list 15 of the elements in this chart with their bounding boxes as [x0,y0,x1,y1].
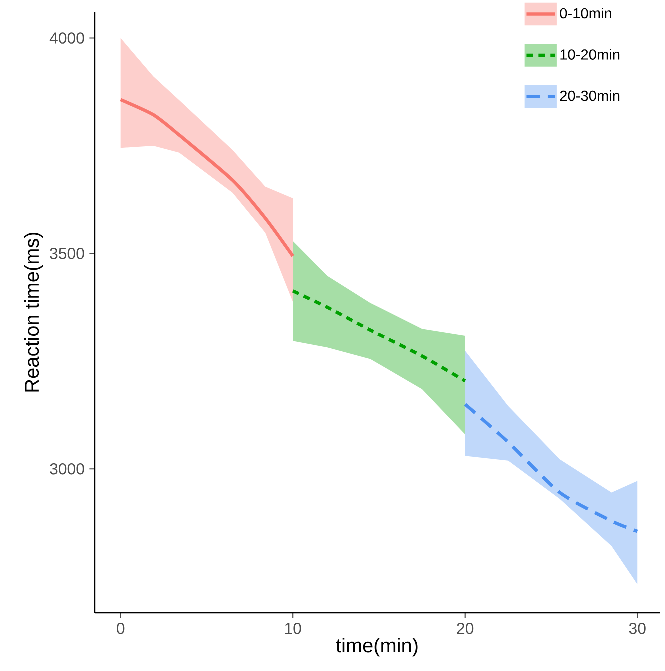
x-tick-label: 20 [457,623,474,634]
y-axis-title: Reaction time(ms) [24,232,44,392]
legend-label: 20-30min [560,90,620,102]
x-tick-label: 10 [285,623,302,634]
legend-label: 0-10min [560,8,612,19]
line-series [119,98,295,258]
x-tick-label: 30 [629,623,646,634]
x-axis-title: time(min) [336,638,418,657]
legend-label: 10-20min [560,49,620,60]
line-series [464,402,640,534]
y-tick-label: 3500 [50,248,84,260]
x-tick-label: 0 [117,623,125,634]
y-tick-label: 4000 [50,32,84,44]
line-series [291,290,468,383]
y-tick-label: 3000 [50,463,84,475]
